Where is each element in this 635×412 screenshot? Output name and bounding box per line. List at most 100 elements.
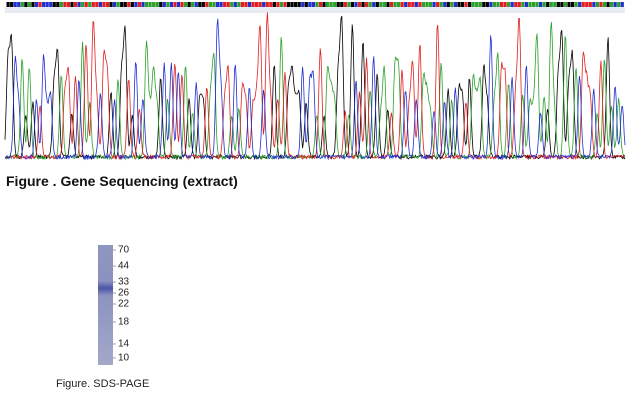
base-marker [223, 2, 227, 7]
base-marker [45, 2, 49, 7]
base-marker [574, 2, 578, 7]
base-marker [187, 2, 191, 7]
base-marker [546, 2, 550, 7]
base-marker [457, 2, 461, 7]
base-marker [77, 2, 81, 7]
base-marker [528, 2, 532, 7]
base-marker [503, 2, 507, 7]
base-marker [113, 2, 117, 7]
base-marker [386, 2, 390, 7]
base-marker [66, 2, 71, 7]
base-marker [510, 2, 514, 7]
base-marker [329, 2, 333, 7]
base-marker [354, 2, 358, 7]
base-marker [588, 2, 592, 7]
base-marker [194, 2, 198, 7]
base-marker [120, 2, 124, 7]
base-marker [361, 2, 365, 7]
base-marker [91, 2, 95, 7]
base-marker [397, 2, 401, 7]
base-marker [379, 2, 383, 7]
base-marker [301, 2, 305, 7]
base-marker [485, 2, 489, 7]
base-marker [251, 2, 255, 7]
base-marker [357, 2, 362, 7]
base-marker [155, 2, 159, 7]
base-marker [428, 2, 433, 7]
base-marker [535, 2, 539, 7]
base-marker [148, 2, 152, 7]
base-marker [233, 2, 237, 7]
base-marker [436, 2, 440, 7]
base-marker [524, 2, 528, 7]
base-marker [617, 2, 621, 7]
base-marker [226, 2, 230, 7]
base-marker [81, 2, 85, 7]
base-marker [414, 2, 418, 7]
base-marker [492, 2, 497, 7]
base-marker [38, 2, 42, 7]
base-marker [620, 2, 624, 7]
base-marker [205, 2, 209, 7]
base-marker [570, 2, 575, 7]
base-marker [308, 2, 312, 7]
base-marker [372, 2, 376, 7]
base-marker [230, 2, 234, 7]
base-marker [34, 2, 39, 7]
base-marker [499, 2, 504, 7]
base-marker [123, 2, 127, 7]
base-marker [602, 2, 607, 7]
base-marker [443, 2, 447, 7]
figure-caption: Figure . Gene Sequencing (extract) [6, 173, 238, 189]
base-marker [482, 2, 486, 7]
base-marker [464, 2, 468, 7]
base-marker [613, 2, 617, 7]
base-marker [322, 2, 326, 7]
base-marker [315, 2, 319, 7]
base-marker [134, 2, 138, 7]
base-marker [542, 2, 546, 7]
base-marker [84, 2, 88, 7]
base-marker [212, 2, 216, 7]
base-marker [269, 2, 273, 7]
base-marker [549, 2, 553, 7]
base-marker [581, 2, 585, 7]
base-marker [304, 2, 308, 7]
base-marker [262, 2, 266, 7]
base-marker [137, 2, 142, 7]
base-marker [567, 2, 571, 7]
base-marker [400, 2, 404, 7]
base-marker [347, 2, 351, 7]
base-marker [432, 2, 436, 7]
base-marker [191, 2, 195, 7]
base-marker [20, 2, 24, 7]
base-marker [333, 2, 337, 7]
base-marker [159, 2, 163, 7]
base-marker [215, 2, 220, 7]
base-marker [105, 2, 110, 7]
base-marker [144, 2, 149, 7]
base-marker [521, 2, 525, 7]
base-marker [70, 2, 74, 7]
base-marker [166, 2, 170, 7]
base-marker [411, 2, 415, 7]
base-marker [592, 2, 596, 7]
marker-label: 44 [118, 261, 130, 272]
base-marker [389, 2, 394, 7]
base-marker [286, 2, 291, 7]
base-marker [17, 2, 21, 7]
trace [4, 18, 626, 161]
base-marker [24, 2, 28, 7]
base-marker [152, 2, 156, 7]
base-marker [478, 2, 482, 7]
base-marker [169, 2, 173, 7]
base-marker [560, 2, 564, 7]
base-marker [368, 2, 372, 7]
chromatogram [4, 2, 626, 161]
base-marker [56, 2, 60, 7]
base-marker [10, 2, 14, 7]
base-marker [49, 2, 53, 7]
base-marker [265, 2, 269, 7]
base-marker [102, 2, 106, 7]
base-marker [201, 2, 205, 7]
